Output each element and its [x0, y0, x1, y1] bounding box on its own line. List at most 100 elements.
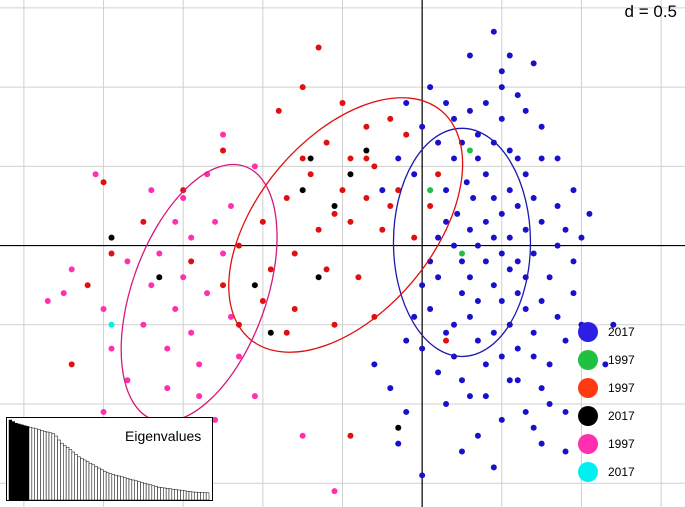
data-point-blue — [371, 361, 378, 368]
data-point-blue — [514, 290, 521, 297]
data-point-magenta — [220, 131, 227, 138]
data-point-blue — [490, 282, 497, 289]
data-point-red — [371, 163, 378, 170]
data-point-blue — [498, 353, 505, 360]
eigenvalue-bar — [131, 479, 135, 500]
data-point-red — [275, 107, 282, 114]
data-point-magenta — [108, 345, 115, 352]
data-point-magenta — [251, 393, 258, 400]
eigenvalue-bar — [185, 490, 190, 500]
eigenvalue-bar — [200, 492, 204, 500]
data-point-blue — [466, 226, 473, 233]
data-point-blue — [530, 250, 537, 257]
data-point-magenta — [196, 393, 203, 400]
data-point-blue — [522, 171, 529, 178]
eigenvalue-bar — [94, 466, 98, 500]
data-point-magenta — [100, 305, 107, 312]
data-point-blue — [546, 274, 553, 281]
data-point-magenta — [180, 195, 187, 202]
data-point-blue — [570, 187, 577, 194]
eigenvalue-bar — [163, 487, 167, 500]
data-point-blue — [522, 408, 529, 415]
eigenvalue-bar — [25, 426, 30, 500]
eigenvalue-bar — [194, 491, 198, 500]
eigenvalue-bar — [34, 428, 38, 500]
data-point-blue — [458, 258, 465, 265]
eigenvalue-bar — [11, 421, 15, 500]
legend-item: 1997 — [578, 374, 678, 402]
data-point-magenta — [148, 187, 155, 194]
data-point-blue — [443, 99, 450, 106]
data-point-red — [259, 298, 266, 305]
data-point-blue — [514, 155, 521, 162]
eigenvalue-bar — [31, 427, 35, 500]
data-point-blue — [562, 226, 569, 233]
eigenvalue-bar — [168, 488, 173, 500]
data-point-red — [339, 99, 346, 106]
eigenvalue-bar — [125, 478, 130, 500]
data-point-blue — [466, 107, 473, 114]
data-point-magenta — [212, 218, 219, 225]
data-point-red — [403, 131, 410, 138]
data-point-red — [235, 242, 242, 249]
data-point-red — [331, 210, 338, 217]
eigenvalue-bar — [88, 462, 93, 500]
data-point-red — [411, 234, 418, 241]
data-point-blue — [498, 115, 505, 122]
data-point-blue — [498, 210, 505, 217]
data-point-blue — [458, 448, 465, 455]
data-point-red — [355, 274, 362, 281]
data-point-blue — [498, 68, 505, 75]
data-point-black — [156, 274, 163, 281]
data-point-blue — [538, 155, 545, 162]
data-point-red — [347, 218, 354, 225]
data-point-red — [315, 44, 322, 51]
data-point-magenta — [60, 290, 67, 297]
eigenvalue-bar — [180, 490, 184, 500]
data-point-red — [427, 202, 434, 209]
data-point-red — [339, 187, 346, 194]
data-point-red — [283, 329, 290, 336]
data-point-black — [307, 155, 314, 162]
eigenvalue-bar — [80, 458, 84, 500]
eigenvalue-bar — [74, 454, 78, 500]
data-point-blue — [419, 123, 426, 130]
data-point-blue — [538, 218, 545, 225]
data-point-blue — [443, 187, 450, 194]
eigenvalue-bar — [57, 439, 61, 500]
data-point-red — [140, 218, 147, 225]
data-point-blue — [490, 195, 497, 202]
data-point-red — [435, 171, 442, 178]
data-point-blue — [395, 155, 402, 162]
data-point-blue — [610, 321, 617, 328]
data-point-green — [458, 250, 465, 257]
data-point-blue — [554, 313, 561, 320]
data-point-blue — [435, 369, 442, 376]
eigenvalue-bar — [20, 424, 24, 500]
data-point-red — [347, 432, 354, 439]
data-point-blue — [451, 115, 458, 122]
data-point-blue — [435, 139, 442, 146]
data-point-magenta — [164, 345, 171, 352]
eigenvalue-bar — [123, 477, 127, 500]
data-point-blue — [498, 416, 505, 423]
data-point-blue — [602, 361, 609, 368]
data-point-blue — [474, 155, 481, 162]
data-point-red — [283, 195, 290, 202]
data-point-magenta — [140, 321, 147, 328]
data-point-blue — [530, 329, 537, 336]
data-point-blue — [411, 171, 418, 178]
legend-label: 1997 — [608, 437, 635, 451]
data-point-blue — [538, 440, 545, 447]
legend-swatch — [578, 322, 598, 342]
data-point-red — [363, 155, 370, 162]
eigenvalue-bar — [188, 491, 193, 500]
data-point-red — [267, 266, 274, 273]
data-point-blue — [490, 329, 497, 336]
data-point-blue — [514, 92, 521, 99]
data-point-blue — [546, 361, 553, 368]
data-point-blue — [530, 353, 537, 360]
data-point-blue — [466, 52, 473, 59]
data-point-blue — [470, 195, 477, 202]
data-point-red — [259, 218, 266, 225]
